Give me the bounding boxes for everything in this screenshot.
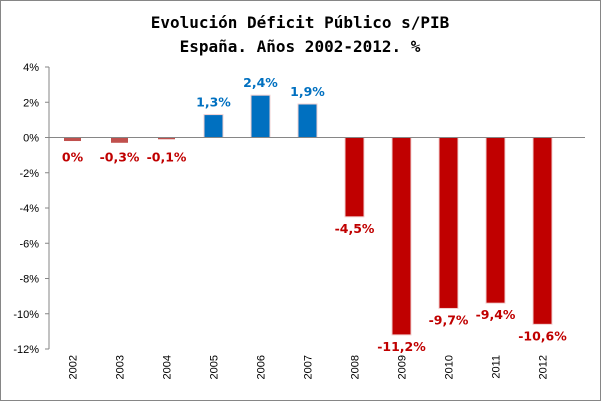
data-label-2009: -11,2% <box>377 339 426 354</box>
bar-2003 <box>111 137 128 143</box>
bar-2012 <box>532 137 553 325</box>
x-tick-label-2012: 2012 <box>538 355 550 379</box>
data-label-2008: -4,5% <box>335 221 375 236</box>
y-tick-label: 2% <box>23 97 39 109</box>
bar-2005 <box>203 114 224 139</box>
x-tick-label-2002: 2002 <box>68 355 80 379</box>
bar-2010 <box>438 137 459 309</box>
y-tick-label: -12% <box>13 344 39 356</box>
x-tick-label-2007: 2007 <box>303 355 315 379</box>
bar-2006 <box>250 94 271 138</box>
x-tick-label-2010: 2010 <box>444 355 456 379</box>
chart-title-line-1: Evolución Déficit Público s/PIB <box>151 13 450 32</box>
y-tick-label: 0% <box>23 133 39 145</box>
data-label-2002: 0% <box>62 150 84 165</box>
x-tick-label-2009: 2009 <box>397 355 409 379</box>
y-tick-label: -6% <box>19 238 39 250</box>
x-tick-label-2005: 2005 <box>209 355 221 379</box>
y-tick-label: 4% <box>23 62 39 74</box>
bar-2011 <box>485 137 506 304</box>
y-tick-label: -10% <box>13 309 39 321</box>
data-label-2011: -9,4% <box>476 307 516 322</box>
data-label-2006: 2,4% <box>243 75 278 90</box>
bar-2004 <box>158 137 175 140</box>
data-label-2012: -10,6% <box>518 328 567 343</box>
x-tick-label-2008: 2008 <box>350 355 362 379</box>
bar-2002 <box>64 137 81 142</box>
data-label-2010: -9,7% <box>429 312 469 327</box>
data-label-2005: 1,3% <box>196 95 231 110</box>
x-tick-label-2003: 2003 <box>115 355 127 379</box>
data-label-2003: -0,3% <box>100 150 140 165</box>
bar-2009 <box>391 137 412 336</box>
data-label-2007: 1,9% <box>290 84 325 99</box>
data-label-2004: -0,1% <box>147 150 187 165</box>
y-tick-label: -2% <box>19 168 39 180</box>
x-tick-label-2011: 2011 <box>491 355 503 379</box>
y-tick-label: -8% <box>19 274 39 286</box>
bar-2008 <box>344 137 365 218</box>
bar-2007 <box>297 103 318 138</box>
x-tick-label-2004: 2004 <box>162 355 174 379</box>
x-tick-label-2006: 2006 <box>256 355 268 379</box>
chart-title-line-2: España. Años 2002-2012. % <box>180 37 421 56</box>
y-tick-label: -4% <box>19 203 39 215</box>
